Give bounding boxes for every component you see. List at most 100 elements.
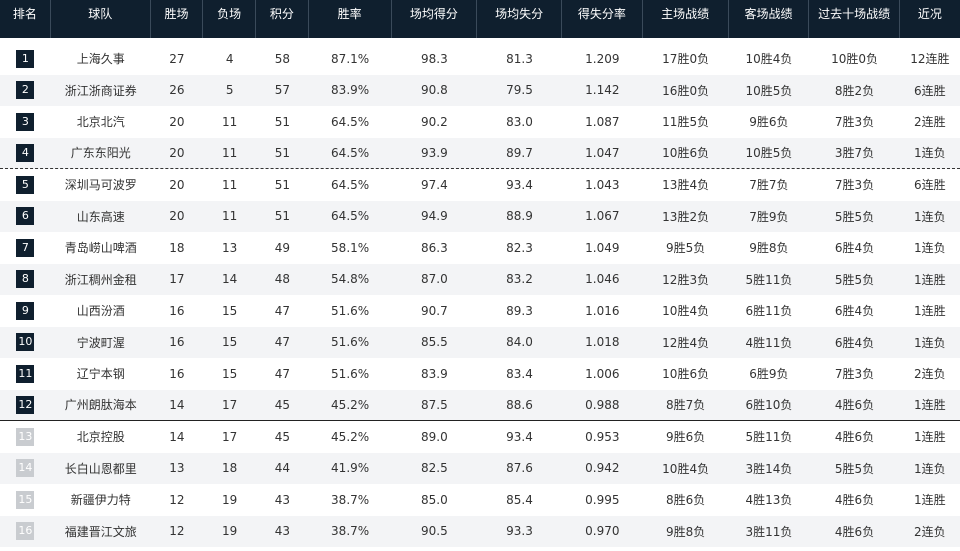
wins: 12 <box>169 524 185 539</box>
rank-cell: 16 <box>0 522 51 541</box>
streak: 1连胜 <box>914 304 946 319</box>
win-pct: 41.9% <box>331 461 370 476</box>
table-row[interactable]: 3 北京北汽 20 11 51 64.5% 90.2 83.0 1.087 11胜5负 9胜6负 7胜… <box>0 106 960 138</box>
header-wins[interactable]: 胜场 <box>151 0 204 38</box>
team-name[interactable]: 福建晋江文旅 <box>64 524 137 539</box>
ratio: 1.006 <box>585 366 620 381</box>
team-name[interactable]: 长白山恩都里 <box>64 461 137 476</box>
team-name[interactable]: 浙江稠州金租 <box>64 272 137 287</box>
table-row[interactable]: 5 深圳马可波罗 20 11 51 64.5% 97.4 93.4 1.043 13胜4负 7胜7负… <box>0 169 960 201</box>
team-name[interactable]: 辽宁本钢 <box>76 367 125 382</box>
rank-cell: 7 <box>0 238 51 257</box>
team-name[interactable]: 宁波町渥 <box>76 335 125 350</box>
table-row[interactable]: 13 北京控股 14 17 45 45.2% 89.0 93.4 0.953 9胜6负 5胜11负 4… <box>0 421 960 453</box>
header-oppg[interactable]: 场均失分 <box>477 0 562 38</box>
team-name[interactable]: 山西汾酒 <box>76 304 125 319</box>
header-home[interactable]: 主场战绩 <box>643 0 729 38</box>
table-row[interactable]: 7 青岛崂山啤酒 18 13 49 58.1% 86.3 82.3 1.049 9胜5负 9胜8负 6… <box>0 232 960 264</box>
header-last10[interactable]: 过去十场战绩 <box>809 0 900 38</box>
ppg: 89.0 <box>420 429 448 444</box>
wins: 20 <box>169 177 185 192</box>
rank-cell: 5 <box>0 175 51 194</box>
losses: 5 <box>225 83 234 98</box>
table-row[interactable]: 2 浙江浙商证券 26 5 57 83.9% 90.8 79.5 1.142 16胜0负 10胜5负… <box>0 74 960 106</box>
losses: 11 <box>222 177 238 192</box>
win-pct: 51.6% <box>331 366 370 381</box>
last10-record: 6胜4负 <box>834 241 875 256</box>
team-name[interactable]: 广州朗肽海本 <box>64 398 137 413</box>
table-row[interactable]: 14 长白山恩都里 13 18 44 41.9% 82.5 87.6 0.942 10胜4负 3胜1… <box>0 452 960 484</box>
rank-badge: 5 <box>16 175 35 194</box>
streak: 12连胜 <box>910 52 950 67</box>
streak: 1连负 <box>914 461 946 476</box>
rank-cell: 1 <box>0 49 51 68</box>
team-name[interactable]: 上海久事 <box>76 52 125 67</box>
home-record: 10胜6负 <box>662 367 710 382</box>
win-pct: 38.7% <box>331 492 370 507</box>
table-row[interactable]: 4 广东东阳光 20 11 51 64.5% 93.9 89.7 1.047 10胜6负 10胜5负… <box>0 137 960 169</box>
table-row[interactable]: 16 福建晋江文旅 12 19 43 38.7% 90.5 93.3 0.970 9胜8负 3胜11… <box>0 515 960 547</box>
table-row[interactable]: 1 上海久事 27 4 58 87.1% 98.3 81.3 1.209 17胜0负 10胜4负 10… <box>0 43 960 75</box>
rank-badge: 13 <box>16 427 35 446</box>
table-row[interactable]: 8 浙江稠州金租 17 14 48 54.8% 87.0 83.2 1.046 12胜3负 5胜11… <box>0 263 960 295</box>
losses: 19 <box>222 524 238 539</box>
away-record: 7胜9负 <box>749 209 789 224</box>
oppg: 79.5 <box>506 83 533 98</box>
header-team[interactable]: 球队 <box>51 0 151 38</box>
header-points[interactable]: 积分 <box>256 0 309 38</box>
away-record: 5胜11负 <box>745 272 793 287</box>
ppg: 90.8 <box>420 83 448 98</box>
rank-badge: 3 <box>16 112 35 131</box>
header-ratio[interactable]: 得失分率 <box>562 0 643 38</box>
team-name[interactable]: 山东高速 <box>76 209 125 224</box>
home-record: 8胜6负 <box>665 493 706 508</box>
team-name[interactable]: 青岛崂山啤酒 <box>64 241 137 256</box>
rank-badge: 12 <box>16 395 35 414</box>
table-row[interactable]: 12 广州朗肽海本 14 17 45 45.2% 87.5 88.6 0.988 8胜7负 6胜10… <box>0 389 960 421</box>
streak: 1连胜 <box>914 398 946 413</box>
team-name[interactable]: 广东东阳光 <box>70 146 131 161</box>
home-record: 12胜4负 <box>662 335 710 350</box>
wins: 27 <box>169 51 185 66</box>
losses: 15 <box>222 335 238 350</box>
header-away[interactable]: 客场战绩 <box>729 0 810 38</box>
wins: 20 <box>169 145 185 160</box>
ratio: 1.047 <box>585 145 620 160</box>
table-row[interactable]: 10 宁波町渥 16 15 47 51.6% 85.5 84.0 1.018 12胜4负 4胜11负… <box>0 326 960 358</box>
header-streak[interactable]: 近况 <box>917 7 942 21</box>
header-win-pct[interactable]: 胜率 <box>309 0 392 38</box>
last10-record: 7胜3负 <box>834 178 875 193</box>
team-name[interactable]: 浙江浙商证券 <box>64 83 137 98</box>
away-record: 3胜14负 <box>745 461 793 476</box>
home-record: 11胜5负 <box>662 115 710 130</box>
points: 44 <box>274 461 290 476</box>
wins: 12 <box>169 492 185 507</box>
header-rank[interactable]: 排名 <box>0 0 51 38</box>
losses: 13 <box>222 240 238 255</box>
ppg: 97.4 <box>420 177 448 192</box>
ratio: 1.142 <box>585 83 620 98</box>
team-name[interactable]: 北京控股 <box>76 430 125 445</box>
away-record: 4胜13负 <box>745 493 793 508</box>
win-pct: 38.7% <box>331 524 370 539</box>
table-row[interactable]: 9 山西汾酒 16 15 47 51.6% 90.7 89.3 1.016 10胜4负 6胜11负 6… <box>0 295 960 327</box>
header-ppg[interactable]: 场均得分 <box>392 0 478 38</box>
win-pct: 64.5% <box>331 209 370 224</box>
win-pct: 83.9% <box>331 83 370 98</box>
table-row[interactable]: 6 山东高速 20 11 51 64.5% 94.9 88.9 1.067 13胜2负 7胜9负 5胜… <box>0 200 960 232</box>
team-name[interactable]: 新疆伊力特 <box>70 493 131 508</box>
ppg: 90.5 <box>420 524 448 539</box>
ratio: 1.049 <box>585 240 620 255</box>
streak: 2连负 <box>914 524 946 539</box>
team-name[interactable]: 深圳马可波罗 <box>64 178 137 193</box>
wins: 13 <box>169 461 185 476</box>
oppg: 82.3 <box>506 240 533 255</box>
last10-record: 6胜4负 <box>834 304 875 319</box>
streak: 6连胜 <box>914 178 946 193</box>
table-row[interactable]: 15 新疆伊力特 12 19 43 38.7% 85.0 85.4 0.995 8胜6负 4胜13负… <box>0 484 960 516</box>
ppg: 87.0 <box>420 272 448 287</box>
header-losses[interactable]: 负场 <box>203 0 257 38</box>
home-record: 17胜0负 <box>662 52 710 67</box>
team-name[interactable]: 北京北汽 <box>76 115 125 130</box>
table-row[interactable]: 11 辽宁本钢 16 15 47 51.6% 83.9 83.4 1.006 10胜6负 6胜9负 7… <box>0 358 960 390</box>
